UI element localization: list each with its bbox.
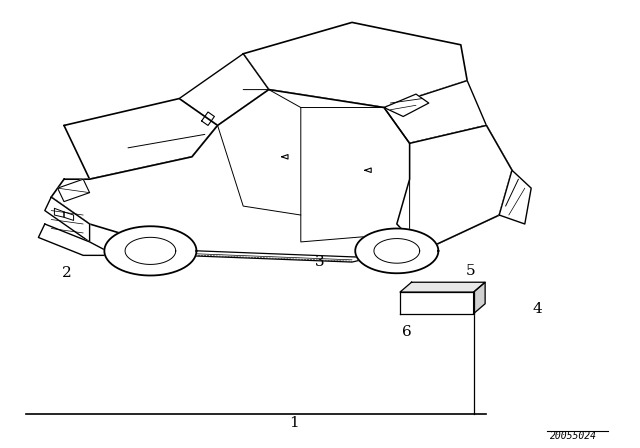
Text: 6: 6: [401, 324, 412, 339]
Polygon shape: [499, 170, 531, 224]
Polygon shape: [64, 99, 218, 179]
Text: 1: 1: [289, 416, 300, 431]
Text: 3: 3: [315, 255, 325, 269]
Text: 2: 2: [62, 266, 72, 280]
Polygon shape: [400, 292, 474, 314]
Polygon shape: [58, 179, 90, 202]
Polygon shape: [51, 90, 512, 260]
Polygon shape: [384, 81, 486, 143]
Polygon shape: [474, 282, 485, 314]
Text: 5: 5: [465, 264, 476, 278]
Polygon shape: [38, 224, 115, 255]
Polygon shape: [355, 228, 438, 273]
Polygon shape: [397, 125, 512, 251]
Polygon shape: [122, 249, 371, 262]
Polygon shape: [179, 54, 269, 125]
Polygon shape: [400, 282, 485, 292]
Polygon shape: [384, 94, 429, 116]
Text: 4: 4: [532, 302, 543, 316]
Polygon shape: [45, 197, 90, 242]
Polygon shape: [104, 226, 196, 276]
Text: 20055024: 20055024: [550, 431, 597, 441]
Polygon shape: [243, 22, 467, 108]
